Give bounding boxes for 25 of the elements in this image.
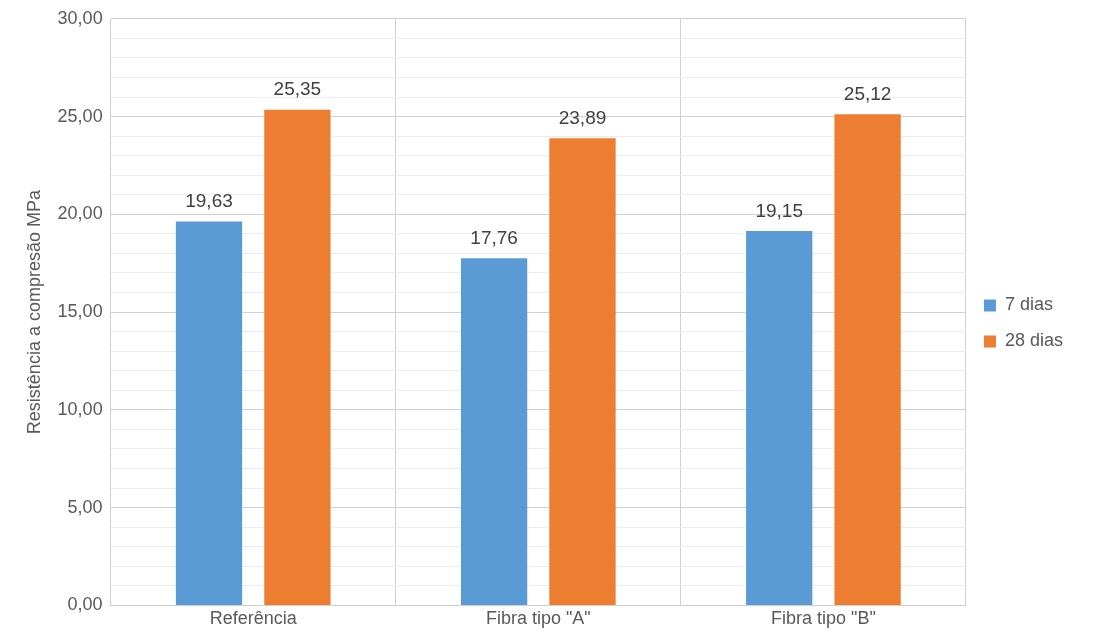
x-tick-label: Referência [209,608,298,629]
data-label: 25,12 [843,82,892,104]
bar [549,138,616,605]
bar [175,221,243,605]
bar [746,230,813,605]
x-tick-label: Fibra tipo "A" [485,608,591,629]
y-tick-label: 0,00 [67,594,103,615]
data-label: 17,76 [470,226,518,248]
bar [264,109,331,605]
bar [834,114,901,605]
data-label: 23,89 [558,107,607,129]
legend-label: 7 dias [1004,294,1053,315]
data-label: 25,35 [273,78,322,100]
y-tick-label: 5,00 [67,496,103,517]
bar [460,258,528,605]
y-tick-label: 10,00 [57,398,103,419]
data-label: 19,15 [755,199,803,221]
y-tick-label: 20,00 [57,203,103,224]
y-axis-title: Resistência a compresão MPa [23,189,44,435]
x-tick-label: Fibra tipo "B" [770,608,876,629]
data-label: 19,63 [185,190,233,212]
legend-label: 28 dias [1004,330,1063,351]
y-tick-label: 30,00 [57,7,103,28]
y-tick-label: 15,00 [57,301,103,322]
y-tick-label: 25,00 [57,105,103,126]
